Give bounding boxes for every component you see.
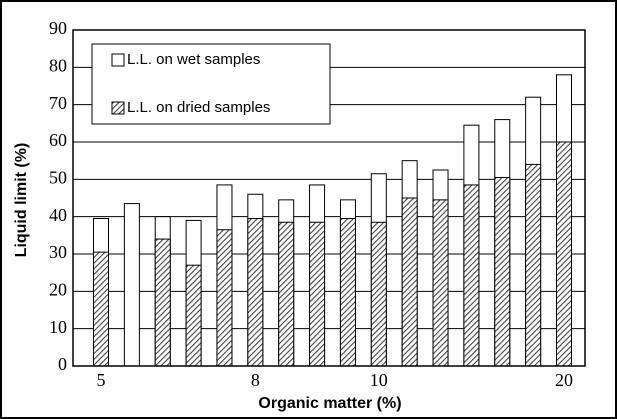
y-tick-label: 70 bbox=[49, 93, 67, 113]
bar bbox=[216, 229, 233, 367]
x-tick-label: 8 bbox=[251, 370, 260, 390]
y-tick-label: 20 bbox=[49, 279, 67, 299]
legend-swatch bbox=[111, 101, 125, 115]
bar bbox=[463, 184, 480, 367]
y-tick-label: 60 bbox=[49, 130, 67, 150]
bar bbox=[185, 264, 202, 367]
bar bbox=[278, 221, 295, 367]
bar bbox=[93, 251, 109, 367]
y-axis-title: Liquid limit (%) bbox=[13, 143, 30, 258]
bar bbox=[339, 218, 356, 367]
bar bbox=[525, 163, 542, 367]
bar bbox=[432, 199, 449, 367]
bar bbox=[556, 141, 572, 367]
bar bbox=[370, 221, 387, 367]
y-tick-label: 80 bbox=[49, 55, 67, 75]
bar bbox=[309, 221, 326, 367]
legend-label: L.L. on wet samples bbox=[127, 51, 260, 68]
y-tick-label: 50 bbox=[49, 167, 67, 187]
bar bbox=[401, 197, 418, 367]
x-axis-title: Organic matter (%) bbox=[258, 395, 401, 412]
y-tick-label: 90 bbox=[49, 18, 67, 38]
bar bbox=[494, 176, 511, 367]
y-tick-label: 30 bbox=[49, 242, 67, 262]
x-tick-label: 20 bbox=[555, 370, 573, 390]
x-tick-label: 5 bbox=[97, 370, 106, 390]
bar bbox=[154, 238, 171, 367]
legend-swatch bbox=[111, 53, 125, 67]
y-tick-label: 0 bbox=[58, 354, 67, 374]
y-tick-label: 40 bbox=[49, 205, 67, 225]
plot-frame bbox=[72, 29, 586, 367]
bar bbox=[247, 218, 264, 367]
x-tick-label: 10 bbox=[370, 370, 388, 390]
bar bbox=[123, 203, 140, 367]
legend bbox=[91, 43, 331, 125]
y-tick-label: 10 bbox=[49, 317, 67, 337]
legend-label: L.L. on dried samples bbox=[127, 99, 270, 116]
